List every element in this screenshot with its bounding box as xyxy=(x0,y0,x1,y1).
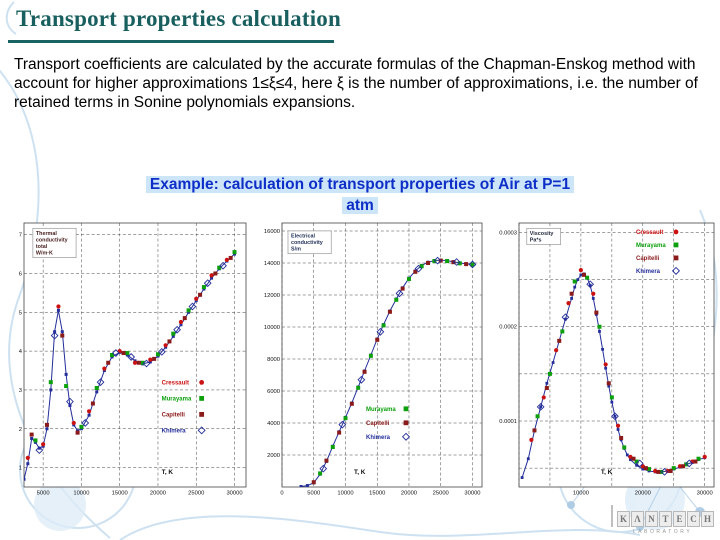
svg-text:25000: 25000 xyxy=(433,491,449,497)
logo-bar xyxy=(611,505,613,527)
svg-text:3: 3 xyxy=(19,388,22,394)
logo-letter: C xyxy=(687,511,700,527)
svg-text:0.0002: 0.0002 xyxy=(499,325,517,331)
svg-text:10000: 10000 xyxy=(573,491,589,497)
svg-text:30000: 30000 xyxy=(464,491,480,497)
svg-text:T, K: T, K xyxy=(162,469,174,476)
logo-letter: H xyxy=(701,511,714,527)
svg-text:16000: 16000 xyxy=(264,229,280,235)
svg-text:5000: 5000 xyxy=(37,491,50,497)
svg-text:10000: 10000 xyxy=(73,491,89,497)
svg-text:Khimera: Khimera xyxy=(636,269,661,275)
svg-text:W/m·K: W/m·K xyxy=(36,251,53,257)
svg-text:2: 2 xyxy=(19,427,22,433)
svg-text:T, K: T, K xyxy=(601,469,613,476)
svg-text:20000: 20000 xyxy=(150,491,166,497)
svg-text:7: 7 xyxy=(19,233,22,239)
svg-text:Murayama: Murayama xyxy=(366,407,396,413)
charts-row: 5000 10000 15000 20000 25000 30000 1 2 3 4 5 6 7 Ther… xyxy=(6,219,720,503)
svg-text:Khimera: Khimera xyxy=(366,435,391,441)
svg-text:total: total xyxy=(36,244,48,250)
svg-text:Electrical: Electrical xyxy=(291,233,315,239)
svg-text:6000: 6000 xyxy=(267,389,280,395)
svg-text:20000: 20000 xyxy=(635,491,651,497)
chart-viscosity: 10000 20000 30000 0.0001 0.0002 0.0003 Viscosi… xyxy=(499,222,715,497)
logo-subtitle: LABORATORY xyxy=(632,529,693,535)
svg-text:Capitelli: Capitelli xyxy=(366,421,390,427)
svg-text:2000: 2000 xyxy=(267,453,280,459)
svg-text:conductivity: conductivity xyxy=(36,237,68,243)
svg-text:Cressault: Cressault xyxy=(636,230,663,236)
svg-text:30000: 30000 xyxy=(226,491,242,497)
svg-text:30000: 30000 xyxy=(697,491,713,497)
svg-text:T, K: T, K xyxy=(354,469,366,476)
chart-thermal-conductivity: 5000 10000 15000 20000 25000 30000 1 2 3 4 5 6 7 Ther… xyxy=(19,222,247,497)
svg-text:S/m: S/m xyxy=(291,247,301,253)
logo-letter: E xyxy=(673,511,686,527)
svg-text:Viscosity: Viscosity xyxy=(530,231,554,237)
svg-text:5000: 5000 xyxy=(307,491,320,497)
logo-letter: Λ xyxy=(631,511,644,527)
logo-letter: K xyxy=(617,511,630,527)
svg-text:5: 5 xyxy=(19,310,22,316)
svg-text:10000: 10000 xyxy=(264,325,280,331)
svg-text:1: 1 xyxy=(19,466,22,472)
svg-text:Murayama: Murayama xyxy=(162,396,192,402)
svg-text:0.0001: 0.0001 xyxy=(499,419,517,425)
svg-text:0: 0 xyxy=(280,491,283,497)
example-line2: atm xyxy=(342,197,378,214)
svg-text:25000: 25000 xyxy=(188,491,204,497)
svg-text:14000: 14000 xyxy=(264,261,280,267)
svg-text:6: 6 xyxy=(19,271,22,277)
chart-electrical-conductivity: 0 5000 10000 15000 20000 25000 30000 2000 4000 60… xyxy=(264,222,483,497)
logo-letter: T xyxy=(659,511,672,527)
logo-letter: N xyxy=(645,511,658,527)
svg-text:15000: 15000 xyxy=(369,491,385,497)
title-underline xyxy=(8,40,334,43)
svg-text:10000: 10000 xyxy=(337,491,353,497)
svg-text:Capitelli: Capitelli xyxy=(636,256,660,262)
svg-text:12000: 12000 xyxy=(264,293,280,299)
svg-text:Cressault: Cressault xyxy=(162,380,189,386)
svg-text:15000: 15000 xyxy=(112,491,128,497)
svg-text:4000: 4000 xyxy=(267,421,280,427)
svg-text:conductivity: conductivity xyxy=(291,240,323,246)
svg-text:Khimera: Khimera xyxy=(162,428,187,434)
svg-text:Pa*s: Pa*s xyxy=(530,237,542,243)
svg-text:Capitelli: Capitelli xyxy=(162,412,186,418)
example-callout: Example: calculation of transport proper… xyxy=(0,174,720,216)
svg-text:4: 4 xyxy=(19,349,23,355)
example-line1: Example: calculation of transport proper… xyxy=(145,176,575,193)
svg-text:8000: 8000 xyxy=(267,357,280,363)
svg-text:Murayama: Murayama xyxy=(636,243,666,249)
svg-text:Thermal: Thermal xyxy=(36,231,57,237)
svg-text:20000: 20000 xyxy=(401,491,417,497)
page-title: Transport properties calculation xyxy=(16,6,341,31)
svg-text:0.0003: 0.0003 xyxy=(499,230,517,236)
body-paragraph: Transport coefficients are calculated by… xyxy=(14,56,698,111)
